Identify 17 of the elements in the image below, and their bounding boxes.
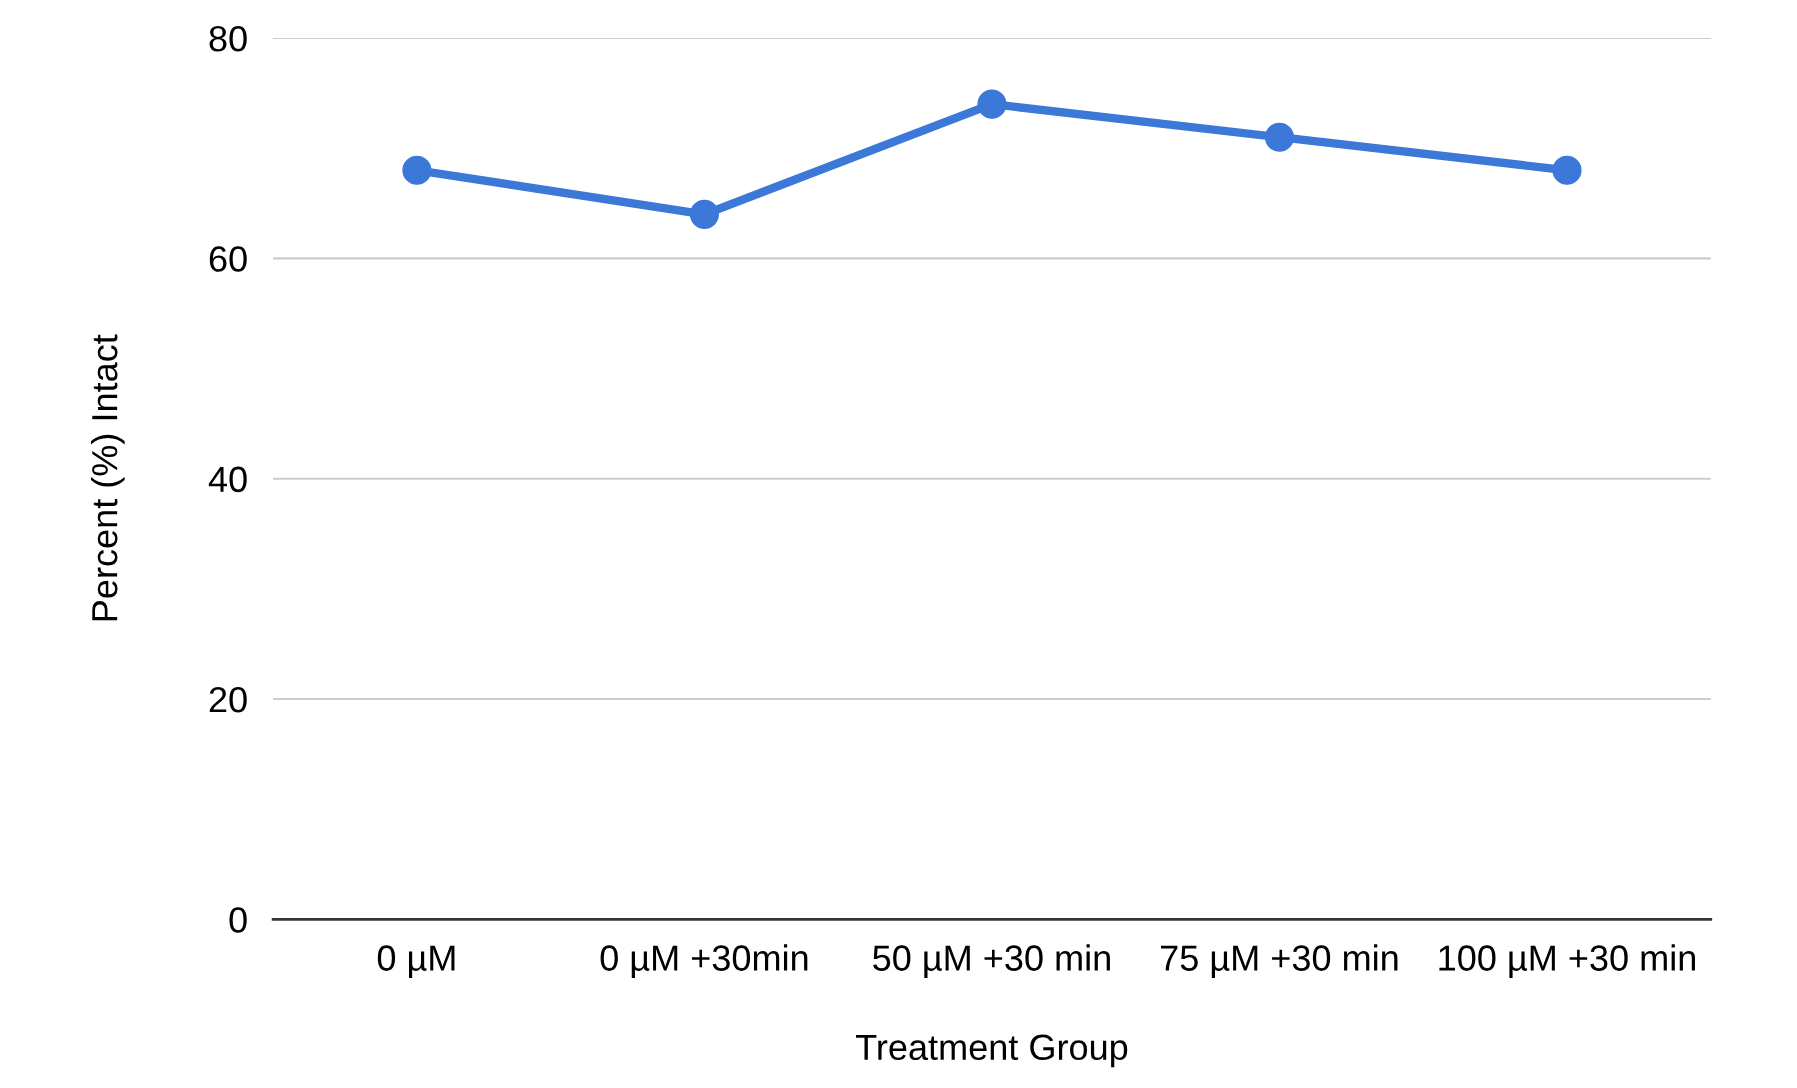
y-tick-label: 20 [209,686,247,713]
x-tick-label: 75 µM +30 min [1161,944,1398,979]
x-tick-label: 0 µM +30min [600,944,808,979]
x-tick-label: 0 µM [377,945,455,979]
point [1264,122,1295,152]
point [402,155,432,185]
y-tick-label: 40 [208,466,247,493]
x-tick-label: 50 µM +30 min [873,944,1110,979]
y-tick-label: 80 [209,25,247,52]
point [689,199,720,229]
x-tick-label: 100 µM +30 min [1439,944,1695,979]
y-axis-title: Percent (%) Intact [90,334,125,621]
y-tick-label: 60 [209,246,247,272]
x-axis-title: Treatment Group [855,1034,1128,1068]
point [977,89,1007,119]
point [1552,155,1582,185]
y-tick-label: 0 [229,907,247,933]
